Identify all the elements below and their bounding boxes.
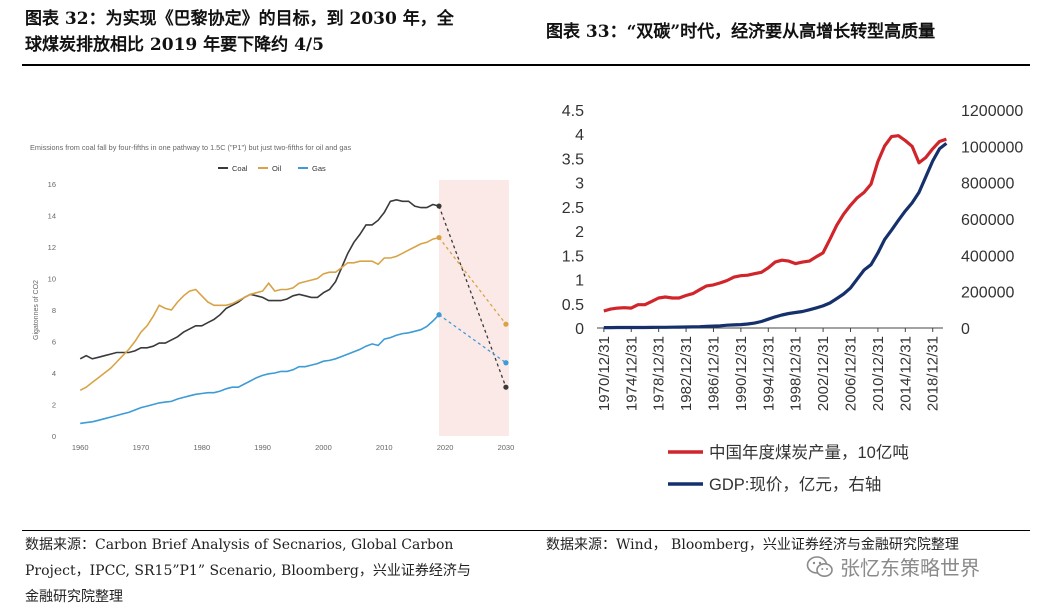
legend-label-gdp: GDP:现价，亿元，右轴 (709, 475, 881, 494)
projection-line-oil (438, 237, 507, 325)
right-chart: 0 0.5 1 1.5 2 2.5 3 3.5 4 4.5 0 200000 400000 600000 8… (562, 103, 1024, 494)
right-xtick-label: 1974/12/31 (623, 336, 640, 411)
left-chart: Emissions from coal fall by four-fifths … (22, 130, 522, 460)
left-ytick-label: 10 (48, 275, 56, 284)
left-xtick-label: 2020 (437, 443, 454, 452)
marker-2030-coal (503, 384, 509, 390)
watermark: 张忆东策略世界 (806, 552, 980, 581)
right-left-ytick-label: 4.5 (562, 103, 584, 120)
right-xtick-label: 1978/12/31 (651, 336, 668, 411)
left-ytick-label: 0 (52, 432, 56, 441)
left-xtick-label: 2030 (498, 443, 515, 452)
left-xtick-label: 1960 (72, 443, 89, 452)
watermark-text: 张忆东策略世界 (840, 556, 980, 580)
left-xtick-label: 2010 (376, 443, 393, 452)
series-line-coal-output (603, 134, 947, 313)
left-source-line2: Project，IPCC, SR15”P1” Scenario, Bloombe… (25, 563, 471, 579)
left-ytick-label: 2 (52, 401, 56, 410)
right-xtick-label: 1998/12/31 (788, 336, 805, 411)
right-right-ytick-label: 1000000 (961, 139, 1023, 156)
series-line-gas (80, 314, 440, 425)
right-xtick-label: 2006/12/31 (843, 336, 860, 411)
right-right-ytick-label: 1200000 (961, 103, 1023, 120)
series-line-gdp (603, 142, 948, 330)
left-title-line2: 球煤炭排放相比 2019 年要下降约 4/5 (25, 35, 324, 55)
left-chart-title: Emissions from coal fall by four-fifths … (30, 143, 351, 152)
series-line-oil (79, 236, 440, 392)
left-ytick-label: 4 (52, 369, 56, 378)
marker-2019-coal (436, 203, 442, 209)
right-left-ytick-label: 3 (575, 176, 584, 193)
legend-label-coal: Coal (232, 164, 248, 173)
left-xtick-label: 1990 (254, 443, 271, 452)
left-title-line1: 图表 32：为实现《巴黎协定》的目标，到 2030 年，全 (25, 9, 454, 29)
left-xtick-label: 1970 (133, 443, 150, 452)
right-xtick-label: 1994/12/31 (760, 336, 777, 411)
projection-line-gas (438, 314, 507, 364)
projection-band (439, 180, 509, 436)
left-ytick-label: 6 (52, 338, 56, 347)
right-right-ytick-label: 400000 (961, 248, 1014, 265)
left-y-axis-label: Gigatonnes of CO2 (33, 280, 40, 340)
right-left-ytick-label: 2.5 (562, 200, 584, 217)
top-divider (22, 64, 1030, 66)
right-left-ytick-label: 4 (575, 127, 584, 144)
right-figure-title: 图表 33：“双碳”时代，经济要从高增长转型高质量 (546, 22, 936, 42)
series-line-coal (79, 198, 440, 360)
projection-line-coal (438, 205, 507, 388)
left-ytick-label: 12 (48, 243, 56, 252)
right-xtick-label: 2002/12/31 (815, 336, 832, 411)
right-source: 数据来源：Wind， Bloomberg，兴业证券经济与金融研究院整理 (546, 537, 959, 553)
right-xtick-label: 2010/12/31 (870, 336, 887, 411)
right-left-ytick-label: 1.5 (562, 248, 584, 265)
left-source-line3: 金融研究院整理 (25, 589, 123, 605)
legend-label-coal-output: 中国年度煤炭产量，10亿吨 (709, 443, 909, 462)
legend-label-gas: Gas (312, 164, 326, 173)
marker-2019-oil (436, 234, 442, 241)
right-left-ytick-label: 1 (575, 273, 584, 290)
marker-2019-gas (436, 312, 442, 318)
left-ytick-label: 14 (48, 212, 56, 221)
marker-2030-oil (503, 321, 509, 327)
bottom-divider (22, 530, 1030, 531)
right-xtick-label: 2018/12/31 (925, 336, 942, 411)
left-source: 数据来源：Carbon Brief Analysis of Secnarios,… (25, 532, 525, 610)
left-source-line1: 数据来源：Carbon Brief Analysis of Secnarios,… (25, 537, 454, 553)
left-ytick-label: 8 (52, 306, 56, 315)
left-xtick-label: 2000 (315, 443, 332, 452)
right-xtick-label: 2014/12/31 (897, 336, 914, 411)
right-xtick-label: 1970/12/31 (596, 336, 613, 411)
right-xtick-label: 1990/12/31 (733, 336, 750, 411)
marker-2030-gas (503, 360, 509, 366)
left-ytick-label: 16 (48, 180, 56, 189)
right-xtick-label: 1982/12/31 (678, 336, 695, 411)
right-left-ytick-label: 2 (575, 224, 584, 241)
right-left-ytick-label: 0 (575, 321, 584, 338)
wechat-icon (806, 555, 833, 577)
left-xtick-label: 1980 (193, 443, 210, 452)
right-left-ytick-label: 0.5 (562, 297, 584, 314)
right-right-ytick-label: 200000 (961, 285, 1014, 302)
legend-label-oil: Oil (272, 164, 282, 173)
right-xtick-label: 1986/12/31 (705, 336, 722, 411)
right-left-ytick-label: 3.5 (562, 151, 584, 168)
right-right-ytick-label: 0 (961, 321, 970, 338)
left-chart-bg (22, 130, 522, 460)
right-right-ytick-label: 600000 (961, 212, 1014, 229)
right-right-ytick-label: 800000 (961, 176, 1014, 193)
left-figure-title: 图表 32：为实现《巴黎协定》的目标，到 2030 年，全 球煤炭排放相比 20… (25, 6, 535, 58)
